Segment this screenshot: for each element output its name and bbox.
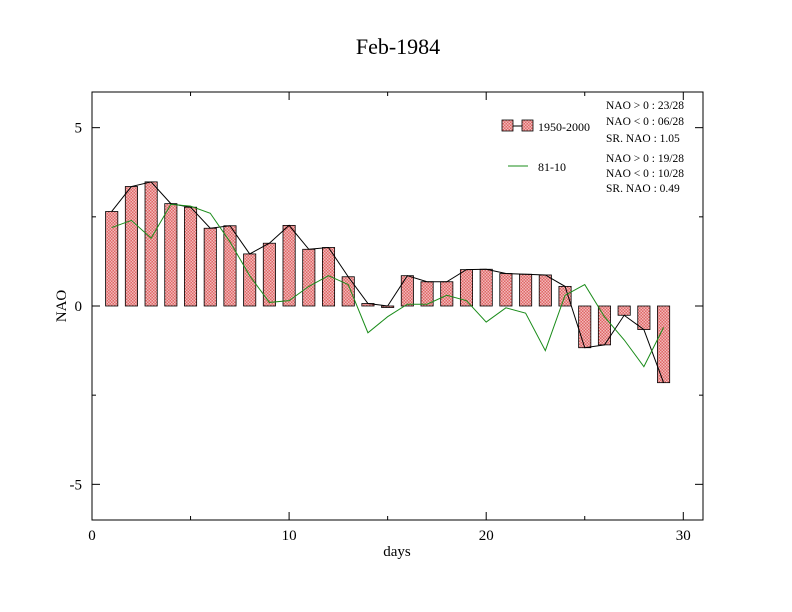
bar-day-2 [124, 186, 138, 307]
bar-day-11 [302, 248, 316, 307]
stat-line-sr: SR. NAO : 0.49 [606, 183, 680, 195]
bar-day-13 [341, 276, 355, 307]
legend-bar-swatch-right [521, 119, 534, 132]
stats-box: NAO > 0 : 23/28 NAO < 0 : 06/28 SR. NAO … [606, 100, 684, 195]
bar-day-25 [578, 305, 592, 349]
y-axis-label: NAO [54, 290, 70, 323]
x-tick-label: 0 [88, 528, 96, 544]
chart-title: Feb-1984 [356, 34, 440, 59]
bar-day-12 [322, 247, 336, 307]
bar-day-29 [657, 305, 671, 384]
stat-bars-negative: NAO < 0 : 06/28 [606, 116, 684, 128]
bar-day-5 [184, 206, 198, 307]
x-tick-label: 10 [282, 528, 297, 544]
bar-day-4 [164, 203, 178, 307]
legend-label-bars: 1950-2000 [538, 120, 590, 134]
bar-day-18 [440, 281, 454, 307]
y-tick-label: 0 [75, 299, 83, 315]
bar-day-16 [400, 275, 414, 307]
stat-bars-sr: SR. NAO : 1.05 [606, 133, 680, 145]
stat-line-negative: NAO < 0 : 10/28 [606, 168, 684, 180]
bar-day-10 [282, 224, 296, 307]
bar-day-23 [538, 274, 552, 307]
legend-bar-swatch-left [501, 119, 514, 132]
stat-bars-positive: NAO > 0 : 23/28 [606, 100, 684, 112]
x-axis: 0 10 20 30 [88, 92, 691, 544]
x-axis-label: days [383, 544, 411, 560]
climatology-line-81-10 [111, 203, 665, 368]
bar-day-6 [203, 227, 217, 307]
legend-label-line: 81-10 [538, 160, 566, 174]
bar-day-27 [617, 305, 631, 316]
bar-day-3 [144, 181, 158, 307]
line-series [111, 181, 665, 383]
y-tick-label: -5 [70, 477, 83, 493]
x-tick-label: 30 [676, 528, 691, 544]
bar-day-8 [243, 253, 257, 307]
bar-day-22 [519, 273, 533, 307]
y-tick-label: 5 [75, 121, 83, 137]
stat-line-positive: NAO > 0 : 19/28 [606, 153, 684, 165]
y-axis: -5 0 5 [70, 121, 703, 493]
bar-top-connector-line [111, 181, 665, 383]
x-tick-label: 20 [479, 528, 494, 544]
legend: 1950-2000 81-10 [501, 119, 590, 174]
bar-day-21 [499, 273, 513, 307]
bar-series [105, 181, 671, 384]
bar-day-20 [479, 268, 493, 307]
bar-day-7 [223, 225, 237, 307]
